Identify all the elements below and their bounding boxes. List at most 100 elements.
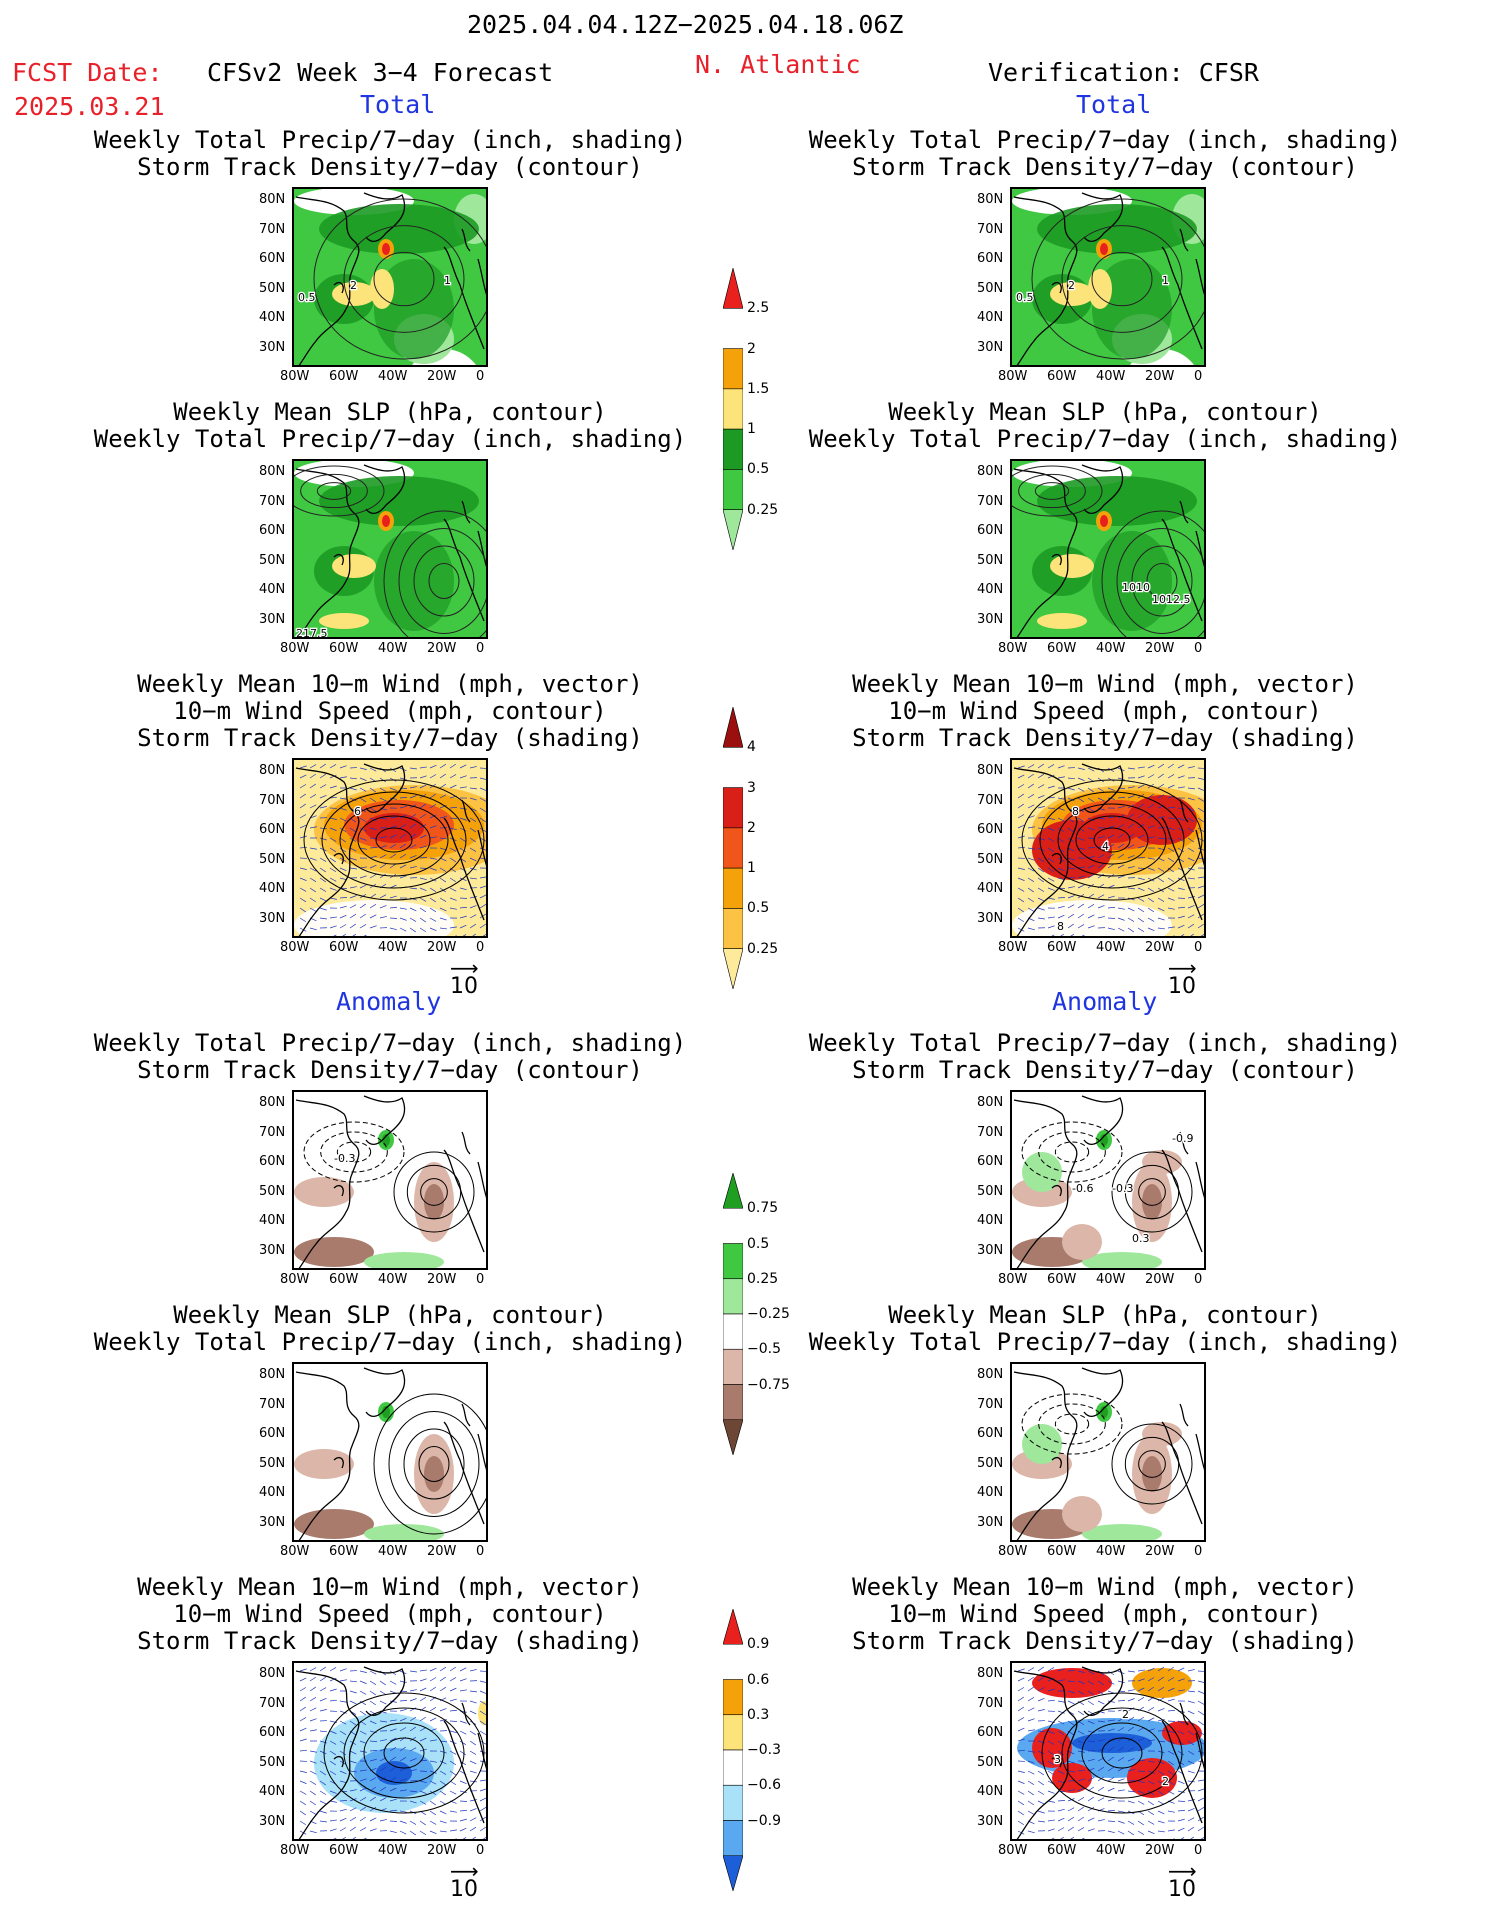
lat-tick: 40N [977, 310, 1004, 325]
map-p3r: 8 4 8 [1012, 760, 1204, 936]
lon-tick: 40W [1096, 1544, 1126, 1559]
lon-tick: 40W [378, 641, 408, 656]
lat-tick: 30N [977, 611, 1004, 627]
lat-tick: 30N [259, 339, 286, 355]
vector-reference: ⟶ 10 [450, 1861, 479, 1902]
lon-tick: 60W [329, 641, 359, 656]
colorbar-label: 2 [747, 340, 756, 357]
colorbar-label: 1 [747, 421, 756, 438]
lon-tick: 40W [1096, 641, 1126, 656]
colorbar-label: 0.75 [747, 1200, 779, 1217]
lat-tick: 30N [259, 1813, 286, 1829]
section-anomaly-right: Anomaly [1052, 987, 1158, 1016]
lat-tick: 40N [977, 881, 1004, 896]
lat-tick: 60N [259, 251, 286, 266]
verification-title: Verification: CFSR [988, 58, 1259, 87]
section-total-left: Total [360, 90, 436, 119]
lon-tick: 80W [280, 641, 310, 656]
lat-tick: 30N [259, 910, 286, 926]
title-line: Weekly Total Precip/7−day (inch, shading… [93, 425, 687, 453]
title-line: Weekly Mean SLP (hPa, contour) [888, 398, 1322, 426]
title-line: Weekly Mean 10−m Wind (mph, vector) [852, 1573, 1358, 1601]
title-line: Storm Track Density/7−day (contour) [852, 1056, 1358, 1084]
colorbar-label: −0.25 [747, 1306, 790, 1322]
lon-tick: 60W [1047, 1272, 1077, 1287]
lat-tick: 50N [977, 552, 1004, 568]
lat-tick: 80N [259, 763, 286, 778]
lon-tick: 0 [1194, 1544, 1203, 1559]
lat-tick: 40N [259, 582, 286, 597]
map-panel-p2r: 1010 1012.5 [1010, 459, 1206, 639]
title-line: Storm Track Density/7−day (shading) [137, 1627, 643, 1655]
lat-tick: 70N [259, 221, 286, 237]
svg-text:2: 2 [1122, 1708, 1129, 1721]
colorbar-label: 1.5 [747, 380, 770, 397]
lat-tick: 70N [259, 792, 286, 808]
lon-tick: 80W [998, 641, 1028, 656]
vector-ref-value: 10 [450, 1877, 478, 1902]
map-panel-p6l [292, 1661, 488, 1841]
title-line: 10−m Wind Speed (mph, contour) [173, 697, 607, 725]
lon-tick: 20W [1145, 940, 1175, 955]
lat-tick: 30N [977, 339, 1004, 355]
fcst-date-value: 2025.03.21 [14, 92, 165, 121]
lat-tick: 60N [259, 1725, 286, 1740]
map-p6r: 2 3 2 [1012, 1663, 1204, 1839]
lon-tick: 0 [1194, 1843, 1203, 1858]
lon-tick: 0 [1194, 940, 1203, 955]
colorbar-label: −0.3 [747, 1742, 781, 1758]
lat-tick: 70N [977, 1396, 1004, 1412]
vector-ref-value: 10 [1168, 1877, 1196, 1902]
lat-tick: 40N [977, 582, 1004, 597]
svg-text:8: 8 [1057, 920, 1064, 933]
lat-tick: 60N [977, 1426, 1004, 1441]
lat-tick: 80N [259, 1367, 286, 1382]
map-panel-p1l: 2 1 0.5 [292, 187, 488, 367]
colorbar-label: 0.3 [747, 1706, 770, 1723]
map-p6l [294, 1663, 486, 1839]
svg-text:0.5: 0.5 [298, 291, 316, 304]
map-p3l: 6 [294, 760, 486, 936]
title-line: 10−m Wind Speed (mph, contour) [173, 1600, 607, 1628]
lat-tick: 30N [259, 1242, 286, 1258]
colorbar-3 [722, 1171, 744, 1457]
title-p2r: Weekly Mean SLP (hPa, contour) Weekly Tot… [755, 399, 1455, 453]
colorbar-label: −0.6 [747, 1777, 781, 1794]
section-total-right: Total [1076, 90, 1152, 119]
lat-tick: 40N [977, 1213, 1004, 1228]
title-line: Weekly Total Precip/7−day (inch, shading… [808, 126, 1402, 154]
lat-tick: 50N [259, 1183, 286, 1199]
colorbar-label: 1 [747, 860, 756, 877]
svg-text:-0.6: -0.6 [1072, 1182, 1093, 1195]
lon-tick: 0 [476, 641, 485, 656]
lon-tick: 80W [280, 940, 310, 955]
colorbar-label: 0.6 [747, 1671, 770, 1688]
title-line: Storm Track Density/7−day (shading) [852, 1627, 1358, 1655]
lat-tick: 40N [977, 1485, 1004, 1500]
title-p1l: Weekly Total Precip/7−day (inch, shading… [40, 127, 740, 181]
map-p1l: 2 10.5 [294, 189, 486, 365]
svg-text:6: 6 [354, 805, 361, 818]
lon-tick: 60W [1047, 641, 1077, 656]
colorbar-label: 0.9 [747, 1636, 770, 1653]
map-p2l: 217.5 [294, 461, 486, 637]
colorbar-label: 0.25 [747, 501, 779, 518]
colorbar-label: 0.5 [747, 900, 770, 917]
title-line: Weekly Mean SLP (hPa, contour) [888, 1301, 1322, 1329]
lon-tick: 20W [427, 369, 457, 384]
map-p4l: -0.3 [294, 1092, 486, 1268]
lon-tick: 60W [329, 1843, 359, 1858]
lon-tick: 20W [427, 641, 457, 656]
svg-text:2: 2 [350, 279, 357, 292]
lat-tick: 30N [977, 1514, 1004, 1530]
colorbar-wrap-1 [722, 267, 744, 554]
lat-tick: 60N [259, 822, 286, 837]
title-line: Storm Track Density/7−day (contour) [137, 153, 643, 181]
title-line: Weekly Total Precip/7−day (inch, shading… [808, 1029, 1402, 1057]
lon-tick: 40W [1096, 1272, 1126, 1287]
lon-tick: 80W [998, 1843, 1028, 1858]
title-p3r: Weekly Mean 10−m Wind (mph, vector) 10−m … [755, 671, 1455, 752]
lon-tick: 80W [280, 1272, 310, 1287]
lat-tick: 30N [977, 1813, 1004, 1829]
